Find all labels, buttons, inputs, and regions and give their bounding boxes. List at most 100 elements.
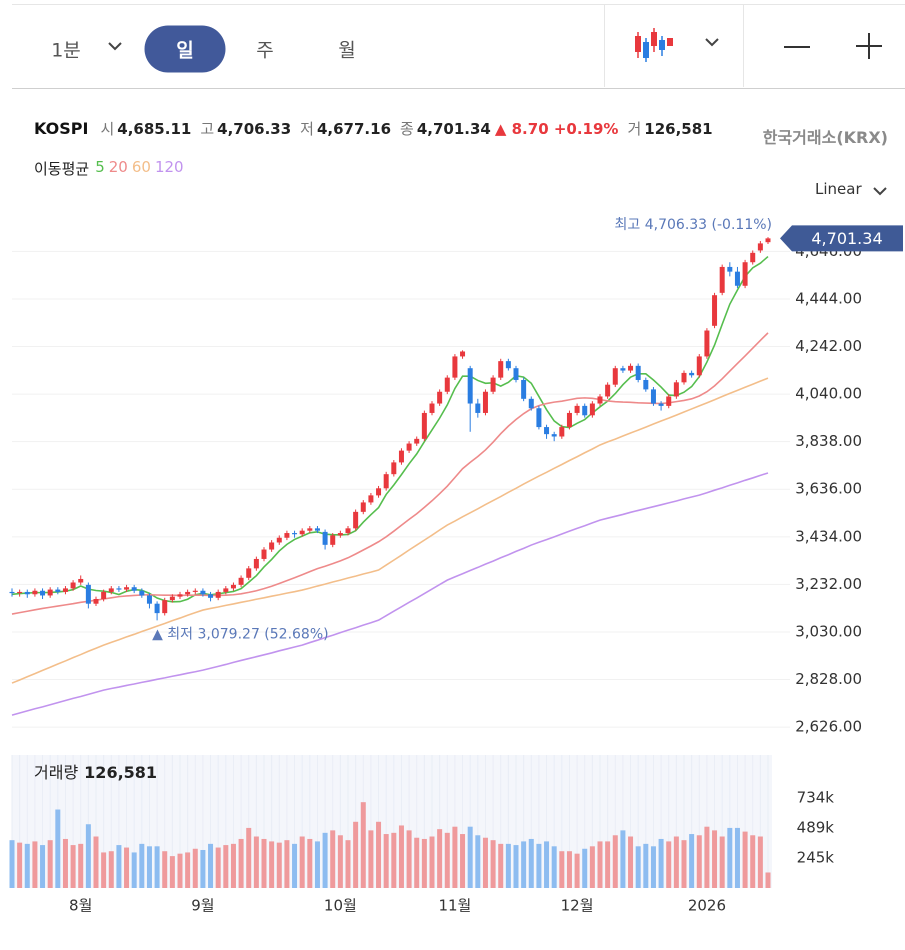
chart-type-button[interactable] bbox=[630, 26, 674, 64]
minute-dropdown[interactable] bbox=[106, 40, 124, 52]
interval-tab[interactable]: 1분 bbox=[51, 39, 81, 62]
candle-body bbox=[215, 591, 221, 598]
zoom-out-button[interactable] bbox=[782, 40, 812, 54]
volume-bar bbox=[253, 836, 259, 888]
candle-body bbox=[24, 591, 30, 595]
volume-bar bbox=[192, 848, 198, 888]
volume-bar bbox=[292, 843, 298, 888]
y-tick-label: 4,040.00 bbox=[795, 385, 862, 403]
candle-body bbox=[131, 587, 137, 591]
volume-bar bbox=[47, 840, 53, 888]
y-tick-label: 4,444.00 bbox=[795, 289, 862, 307]
y-tick-label: 3,232.00 bbox=[795, 575, 862, 593]
candle-body bbox=[322, 531, 328, 545]
candle-body bbox=[742, 262, 748, 286]
candle-body bbox=[421, 412, 427, 439]
candle-body bbox=[185, 591, 191, 595]
volume-bar bbox=[208, 843, 214, 888]
volume-bar bbox=[108, 851, 114, 888]
volume-bar bbox=[628, 836, 634, 888]
volume-bar bbox=[689, 834, 695, 888]
zoom-in-button[interactable] bbox=[855, 32, 883, 60]
candle-body bbox=[490, 377, 496, 392]
scale-chevron[interactable] bbox=[871, 185, 889, 197]
candle-body bbox=[108, 588, 114, 592]
interval-tab[interactable]: 월 bbox=[338, 39, 356, 62]
field-label: 시 bbox=[100, 120, 115, 138]
last-price-tag bbox=[780, 225, 903, 252]
volume-bar bbox=[612, 835, 618, 888]
volume-bar bbox=[101, 852, 107, 888]
symbol: KOSPI bbox=[34, 119, 89, 138]
ma-line bbox=[11, 255, 769, 603]
y-tick-label: 489k bbox=[797, 818, 835, 836]
volume-bar bbox=[406, 830, 412, 888]
volume-bar bbox=[124, 847, 130, 888]
volume-bar bbox=[376, 821, 382, 888]
quote-header: KOSPI 시 4,685.11 고 4,706.33 저 4,677.16 종 4,7… bbox=[34, 118, 722, 139]
volume-bar bbox=[200, 849, 206, 888]
ma-line bbox=[11, 332, 769, 615]
candle-body bbox=[360, 502, 366, 512]
candle-body bbox=[269, 542, 275, 550]
volume-bar bbox=[269, 841, 275, 888]
candle-body bbox=[398, 450, 404, 463]
volume-bar bbox=[460, 834, 466, 888]
interval-tab[interactable]: 주 bbox=[256, 39, 274, 62]
candle-body bbox=[200, 590, 206, 595]
candle-body bbox=[17, 591, 23, 594]
low-annotation: ▲ 최저 3,079.27 (52.68%) bbox=[152, 626, 329, 642]
volume-bar bbox=[544, 841, 550, 888]
volume-bar bbox=[93, 836, 99, 888]
volume-bar bbox=[162, 851, 168, 888]
volume-bar bbox=[521, 841, 527, 888]
volume-bar bbox=[314, 841, 320, 888]
candle-body bbox=[330, 535, 336, 545]
volume-bar bbox=[32, 841, 38, 888]
x-tick-label: 9월 bbox=[191, 897, 214, 915]
scale-dropdown[interactable]: Linear bbox=[815, 180, 862, 198]
volume-bar bbox=[398, 825, 404, 888]
volume-bar bbox=[177, 853, 183, 888]
candle-body bbox=[521, 379, 527, 399]
candle-body bbox=[47, 589, 53, 596]
interval-tab[interactable]: 일 bbox=[144, 25, 226, 73]
volume-bar bbox=[566, 851, 572, 888]
candle-body bbox=[93, 598, 99, 604]
toolbar bbox=[12, 4, 905, 89]
price-change: ▲ 8.70 +0.19% bbox=[494, 119, 619, 138]
volume-bar bbox=[498, 843, 504, 888]
volume-bar bbox=[643, 843, 649, 888]
candle-body bbox=[414, 438, 420, 444]
last-price-label: 4,701.34 bbox=[811, 229, 882, 248]
ma-line bbox=[11, 472, 769, 716]
legend-entry: 5 bbox=[95, 158, 105, 176]
candle-body bbox=[620, 368, 626, 371]
candle-body bbox=[574, 405, 580, 413]
candle-body bbox=[437, 391, 443, 404]
volume-bar bbox=[750, 835, 756, 888]
volume-bar bbox=[482, 837, 488, 888]
candle-body bbox=[628, 365, 634, 371]
volume-bar bbox=[131, 852, 137, 888]
volume-bar bbox=[345, 840, 351, 888]
volume-bar bbox=[299, 836, 305, 888]
volume-bar bbox=[528, 838, 534, 888]
ma-line bbox=[11, 377, 769, 684]
candle-body bbox=[391, 462, 397, 475]
volume-bar bbox=[467, 826, 473, 888]
volume-bar bbox=[513, 845, 519, 888]
volume-bar bbox=[475, 835, 481, 888]
chart-type-dropdown[interactable] bbox=[703, 36, 721, 48]
volume-bar bbox=[605, 841, 611, 888]
separator bbox=[604, 5, 605, 87]
y-tick-label: 245k bbox=[797, 848, 835, 866]
volume-bar bbox=[230, 843, 236, 888]
candle-body bbox=[612, 368, 618, 385]
volume-bar bbox=[505, 843, 511, 888]
x-tick-label: 10월 bbox=[324, 897, 357, 915]
candle-body bbox=[40, 590, 46, 596]
candle-body bbox=[696, 356, 702, 376]
field-label: 고 bbox=[200, 120, 215, 138]
volume-bar bbox=[681, 840, 687, 888]
